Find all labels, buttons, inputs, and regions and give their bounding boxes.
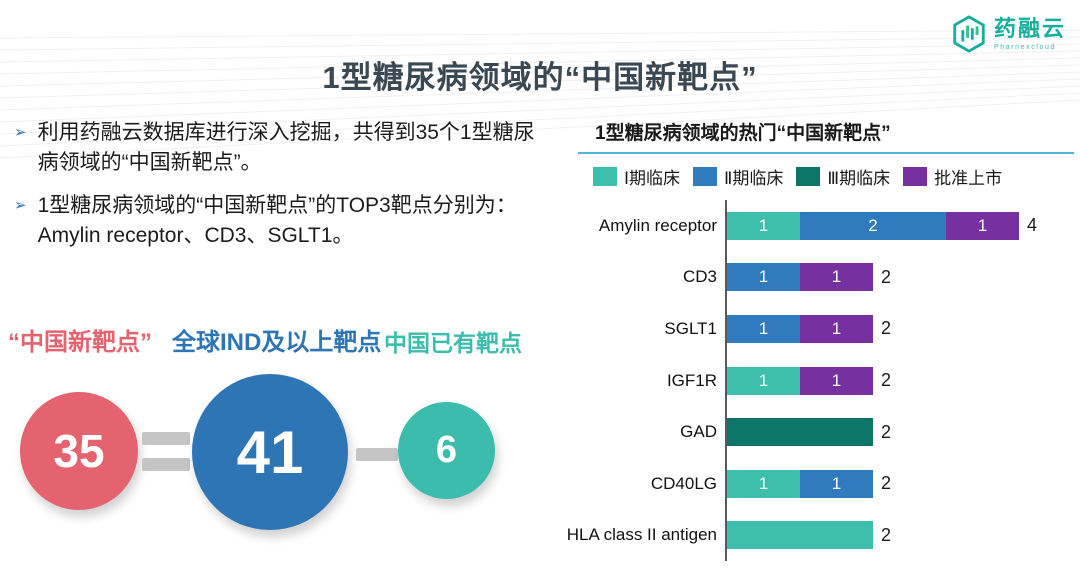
bar-segment: 1 [800, 314, 873, 343]
bar-total-label: 2 [881, 318, 892, 339]
bar-total-label: 2 [881, 473, 892, 494]
slide-title: 1型糖尿病领域的“中国新靶点” [322, 60, 758, 95]
category-label: CD3 [682, 267, 717, 287]
category-label: SGLT1 [664, 318, 717, 338]
logo-brand-text: 药融云 [993, 15, 1066, 41]
chart-title: 1型糖尿病领域的热门“中国新靶点” [578, 118, 1074, 154]
bar-segment: 1 [800, 469, 873, 498]
category-label: HLA class II antigen [566, 525, 717, 545]
equals-operator [142, 432, 190, 445]
legend-label: 批准上市 [934, 169, 1003, 188]
bar-track: 2 [725, 406, 1074, 458]
chart-row: Amylin receptor 1 2 1 4 [578, 200, 1074, 252]
hot-targets-chart: 1型糖尿病领域的热门“中国新靶点” Ⅰ期临床 Ⅱ期临床 Ⅲ期临床 批准上市 Amyli… [566, 118, 1074, 562]
global-ind-targets-label: 全球IND及以上靶点 [172, 329, 382, 356]
category-label: GAD [680, 422, 717, 442]
bar-total-label: 2 [881, 266, 892, 287]
chart-row: CD40LG 1 1 2 [578, 457, 1074, 510]
bar-segment: 1 [946, 211, 1019, 240]
bar-total-label: 2 [881, 524, 892, 545]
category-label: IGF1R [666, 370, 717, 390]
legend-swatch [693, 167, 718, 186]
category-label: Amylin receptor [598, 215, 717, 235]
bar-segment: 1 [727, 314, 800, 343]
pharnexcloud-logo: 药融云 Pharnexcloud [950, 14, 1066, 54]
bar-segment: 1 [727, 211, 800, 240]
chart-rows: Amylin receptor 1 2 1 4 CD3 1 1 2 SGLT1 1 1 2 IGF1R 1 1… [566, 200, 1074, 562]
arrow-bullet-icon: ➢ [14, 124, 27, 141]
global-ind-targets-count: 41 [236, 418, 304, 486]
legend-swatch [796, 167, 821, 186]
category-label: CD40LG [650, 473, 717, 493]
legend-item: Ⅰ期临床 [593, 164, 680, 189]
chart-row: IGF1R 1 1 2 [578, 354, 1074, 407]
bar-total-label: 4 [1027, 215, 1038, 236]
legend-item: 批准上市 [903, 164, 1002, 189]
logo-hexagon-chart-icon [953, 15, 985, 53]
bar-segment [727, 418, 873, 447]
bar-total-label: 2 [881, 421, 892, 442]
bar-segment [727, 521, 873, 550]
global-ind-targets-circle: 41 [192, 374, 348, 530]
legend-item: Ⅱ期临床 [693, 164, 783, 189]
bullet-text: 1型糖尿病领域的“中国新靶点”的TOP3靶点分别为：Amylin recepto… [37, 194, 517, 247]
china-existing-targets-circle: 6 [398, 402, 495, 499]
bar-segment: 2 [800, 211, 946, 240]
bullet-text: 利用药融云数据库进行深入挖掘，共得到35个1型糖尿病领域的“中国新靶点”。 [37, 121, 535, 174]
chart-row: CD3 1 1 2 [578, 251, 1074, 304]
chart-legend: Ⅰ期临床 Ⅱ期临床 Ⅲ期临床 批准上市 [593, 164, 1074, 189]
bullet-item: ➢ 利用药融云数据库进行深入挖掘，共得到35个1型糖尿病领域的“中国新靶点”。 [14, 118, 542, 178]
bullet-item: ➢ 1型糖尿病领域的“中国新靶点”的TOP3靶点分别为：Amylin recep… [14, 191, 542, 251]
chart-row: SGLT1 1 1 2 [578, 303, 1074, 355]
legend-swatch [593, 167, 617, 186]
china-new-targets-count: 35 [53, 425, 105, 477]
chart-row: HLA class II antigen 2 [566, 509, 1074, 562]
stacked-bar [727, 418, 873, 447]
china-existing-targets-label: 中国已有靶点 [384, 330, 522, 356]
legend-label: Ⅱ期临床 [724, 169, 784, 188]
logo-subbrand-text: Pharnexcloud [993, 43, 1056, 51]
china-existing-targets-count: 6 [435, 429, 458, 471]
legend-label: Ⅰ期临床 [624, 169, 681, 188]
bar-track: 2 [725, 509, 1074, 562]
bar-total-label: 2 [881, 370, 892, 391]
bar-segment: 1 [800, 263, 873, 292]
chart-row: GAD 2 [578, 406, 1074, 458]
bullet-list: ➢ 利用药融云数据库进行深入挖掘，共得到35个1型糖尿病领域的“中国新靶点”。 … [14, 118, 542, 264]
bar-segment: 1 [727, 469, 800, 498]
china-new-targets-label: “中国新靶点” [8, 329, 152, 356]
target-equation: “中国新靶点” 全球IND及以上靶点 中国已有靶点 35 41 6 [0, 318, 548, 553]
bar-segment: 1 [800, 366, 873, 395]
minus-operator [356, 448, 398, 461]
bar-segment: 1 [727, 263, 800, 292]
stacked-bar [727, 521, 873, 550]
legend-label: Ⅲ期临床 [827, 169, 891, 188]
legend-swatch [903, 167, 928, 186]
bar-segment: 1 [727, 366, 800, 395]
arrow-bullet-icon: ➢ [14, 197, 27, 214]
equals-operator [142, 458, 190, 471]
china-new-targets-circle: 35 [20, 392, 138, 510]
legend-item: Ⅲ期临床 [796, 164, 890, 189]
